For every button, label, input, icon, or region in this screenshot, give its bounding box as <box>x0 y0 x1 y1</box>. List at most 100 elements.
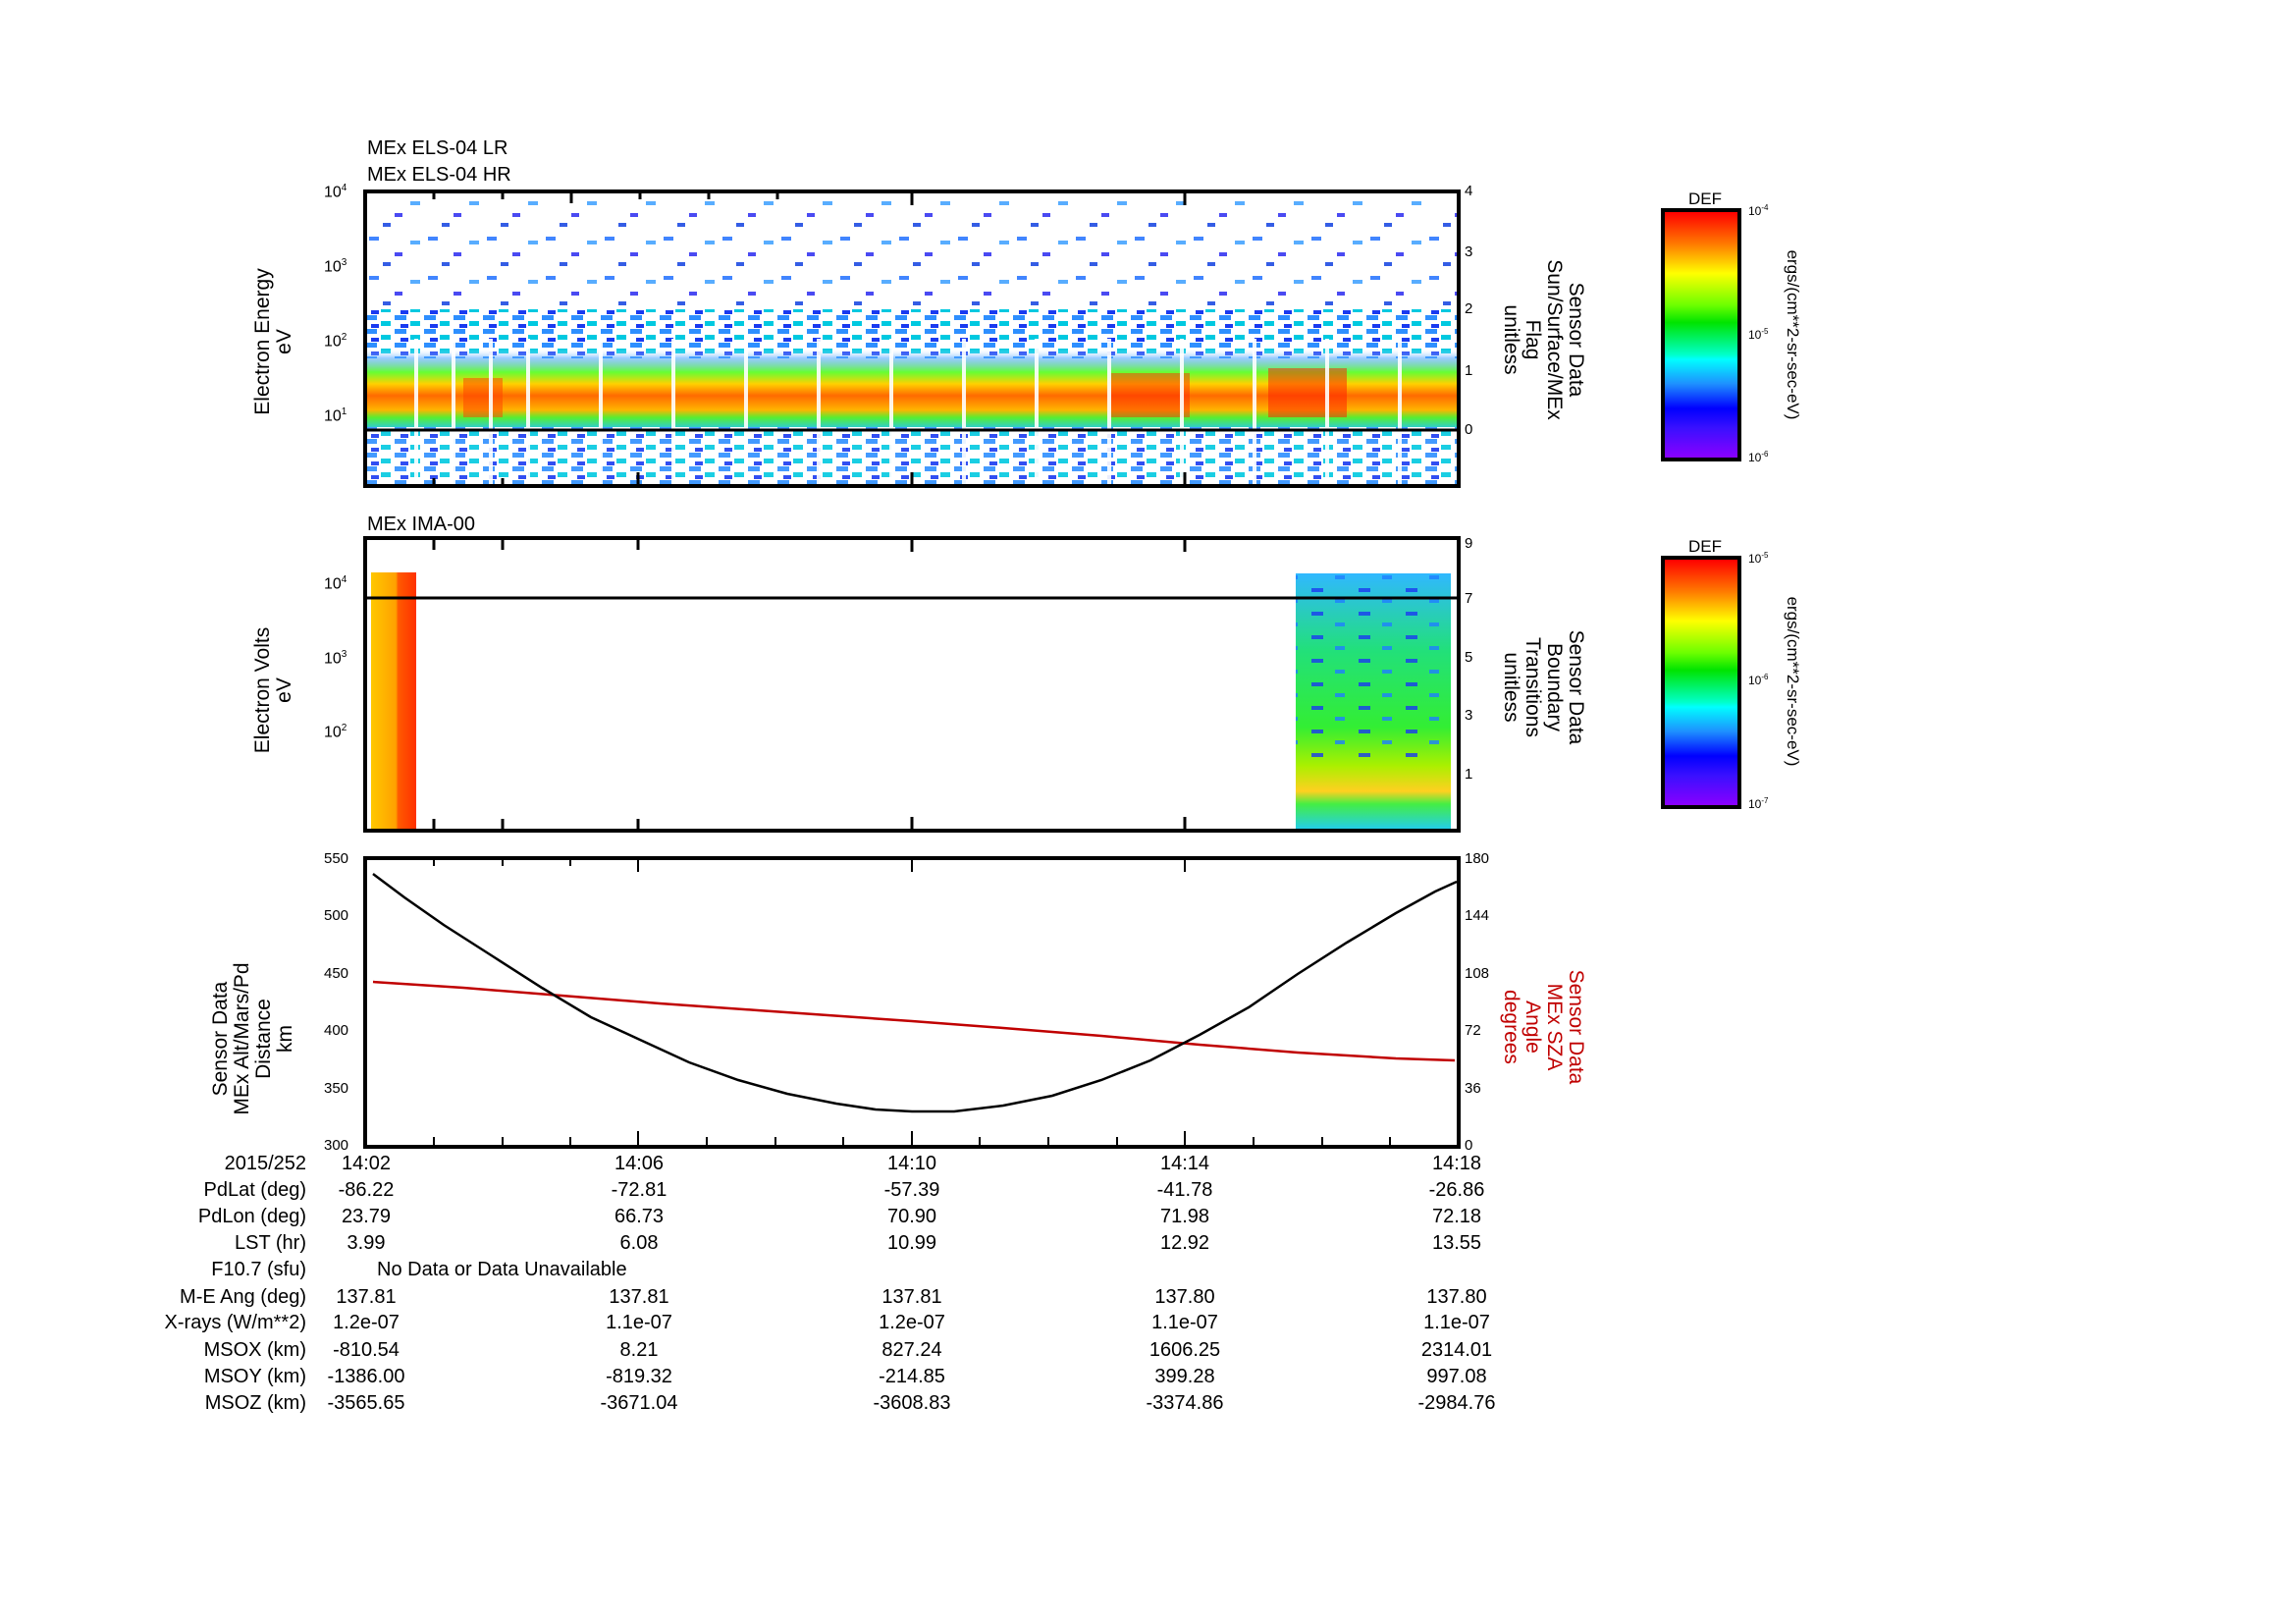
table-cell: 23.79 <box>341 1206 392 1227</box>
orbit-rtick-180: 180 <box>1465 850 1490 867</box>
els-ytick-10e4: 104 <box>324 183 347 201</box>
no-data-note: No Data or Data Unavailable <box>377 1259 627 1280</box>
table-cell: 137.81 <box>881 1286 942 1308</box>
table-cell: 137.81 <box>609 1286 669 1308</box>
els-cbtick-3: 10-6 <box>1748 450 1769 464</box>
table-cell: -26.86 <box>1428 1179 1485 1201</box>
orbit-rtick-0: 0 <box>1465 1137 1473 1154</box>
table-cell: -3671.04 <box>600 1392 678 1414</box>
table-cell: 6.08 <box>619 1232 659 1254</box>
orbit-ylabel-line2: MEx Alt/Mars/Pd <box>231 962 253 1115</box>
table-cell: -86.22 <box>338 1179 395 1201</box>
table-row-label: MSOX (km) <box>203 1339 306 1361</box>
table-row-label: LST (hr) <box>235 1232 306 1254</box>
table-cell: 10.99 <box>886 1232 937 1254</box>
orbit-ytick-500: 500 <box>324 907 349 924</box>
ima-title: MEx IMA-00 <box>367 514 476 535</box>
table-row-label: PdLat (deg) <box>203 1179 306 1201</box>
orbit-rlabel-line4: degrees <box>1500 990 1522 1064</box>
table-cell: -3608.83 <box>873 1392 951 1414</box>
table-cell: 1.2e-07 <box>879 1312 945 1333</box>
ima-rlabel-line3: Transitions <box>1522 637 1544 737</box>
orbit-rtick-72: 72 <box>1465 1022 1481 1039</box>
orbit-ylabel-line3: Distance <box>252 999 275 1079</box>
table-cell: 14:14 <box>1159 1153 1210 1174</box>
orbit-rlabel-line1: Sensor Data <box>1565 969 1587 1085</box>
table-cell: 13.55 <box>1431 1232 1482 1254</box>
table-cell: 2314.01 <box>1420 1339 1493 1361</box>
ima-rtick-9: 9 <box>1465 535 1473 552</box>
table-cell: 14:02 <box>341 1153 392 1174</box>
table-row-label: X-rays (W/m**2) <box>164 1312 306 1333</box>
ima-cbtick-1: 10-5 <box>1748 551 1769 566</box>
sza-line <box>372 980 1456 1062</box>
table-cell: -3565.65 <box>327 1392 405 1414</box>
table-cell: -2984.76 <box>1417 1392 1496 1414</box>
orbit-y-axis-label: Sensor Data MEx Alt/Mars/Pd Distance km <box>209 931 300 1147</box>
els-right-axis-label: Sensor Data Sun/Surface/MEx Flag unitles… <box>1496 242 1587 438</box>
table-row-label: MSOZ (km) <box>204 1392 306 1414</box>
els-spectrogram <box>363 189 1461 488</box>
table-cell: -57.39 <box>883 1179 940 1201</box>
table-cell: 1.1e-07 <box>1423 1312 1490 1333</box>
orbit-ytick-350: 350 <box>324 1080 349 1097</box>
table-cell: 1.1e-07 <box>606 1312 672 1333</box>
els-rtick-0: 0 <box>1465 421 1473 438</box>
els-rlabel-line1: Sensor Data <box>1565 282 1587 398</box>
orbit-right-axis-label: Sensor Data MEx SZA Angle degrees <box>1496 929 1587 1125</box>
orbit-line-plot <box>363 856 1461 1149</box>
table-cell: 14:18 <box>1431 1153 1482 1174</box>
table-cell: 137.81 <box>336 1286 397 1308</box>
ima-rlabel-line4: unitless <box>1500 652 1522 723</box>
ima-cbtick-3: 10-7 <box>1748 796 1769 811</box>
table-cell: -810.54 <box>333 1339 400 1361</box>
table-cell: -41.78 <box>1156 1179 1213 1201</box>
ima-colorbar-title: DEF <box>1688 537 1722 556</box>
ima-ytick-10e4: 104 <box>324 574 347 593</box>
ima-rtick-7: 7 <box>1465 590 1473 607</box>
ima-rtick-3: 3 <box>1465 707 1473 724</box>
table-cell: 70.90 <box>886 1206 937 1227</box>
els-colorbar-units: ergs/(cm**2-sr-sec-eV) <box>1784 249 1802 420</box>
table-cell: 14:06 <box>614 1153 665 1174</box>
ima-y-axis-label: Electron Volts eV <box>251 592 297 788</box>
ima-y-label-line1: Electron Volts <box>251 626 274 754</box>
orbit-ylabel-line1: Sensor Data <box>209 981 232 1097</box>
els-rtick-3: 3 <box>1465 243 1473 260</box>
els-rlabel-line4: unitless <box>1500 304 1522 375</box>
els-y-label-line1: Electron Energy <box>251 268 274 415</box>
table-cell: -72.81 <box>611 1179 667 1201</box>
table-cell: 1.1e-07 <box>1151 1312 1218 1333</box>
table-cell: -3374.86 <box>1146 1392 1224 1414</box>
altitude-line <box>372 873 1458 1113</box>
ima-ytick-10e3: 103 <box>324 649 347 668</box>
table-cell: 71.98 <box>1159 1206 1210 1227</box>
table-row-label: M-E Ang (deg) <box>180 1286 306 1308</box>
table-cell: 1606.25 <box>1148 1339 1221 1361</box>
ima-colorbar <box>1661 556 1741 809</box>
els-ytick-10e1: 101 <box>324 406 347 425</box>
els-colorbar <box>1661 208 1741 461</box>
ima-rlabel-line1: Sensor Data <box>1565 629 1587 745</box>
table-cell: -819.32 <box>606 1366 672 1387</box>
els-y-label-line2: eV <box>273 329 295 354</box>
orbit-rlabel-line3: Angle <box>1522 1001 1544 1054</box>
ima-y-label-line2: eV <box>273 677 295 703</box>
ima-colorbar-units: ergs/(cm**2-sr-sec-eV) <box>1784 596 1802 767</box>
table-cell: 1.2e-07 <box>333 1312 400 1333</box>
els-title-lr: MEx ELS-04 LR <box>367 137 508 159</box>
ima-cbtick-2: 10-6 <box>1748 673 1769 687</box>
table-row-label: MSOY (km) <box>203 1366 306 1387</box>
table-cell: 997.08 <box>1426 1366 1487 1387</box>
els-rtick-4: 4 <box>1465 183 1473 199</box>
table-cell: 137.80 <box>1426 1286 1487 1308</box>
table-cell: 8.21 <box>619 1339 659 1361</box>
orbit-rtick-108: 108 <box>1465 965 1490 982</box>
ima-rlabel-line2: Boundary <box>1543 643 1566 731</box>
table-row-label: PdLon (deg) <box>197 1206 306 1227</box>
ima-right-axis-label: Sensor Data Boundary Transitions unitles… <box>1496 589 1587 785</box>
table-cell: -1386.00 <box>327 1366 405 1387</box>
table-cell: 827.24 <box>881 1339 942 1361</box>
table-cell: 399.28 <box>1154 1366 1215 1387</box>
table-cell: 3.99 <box>347 1232 386 1254</box>
